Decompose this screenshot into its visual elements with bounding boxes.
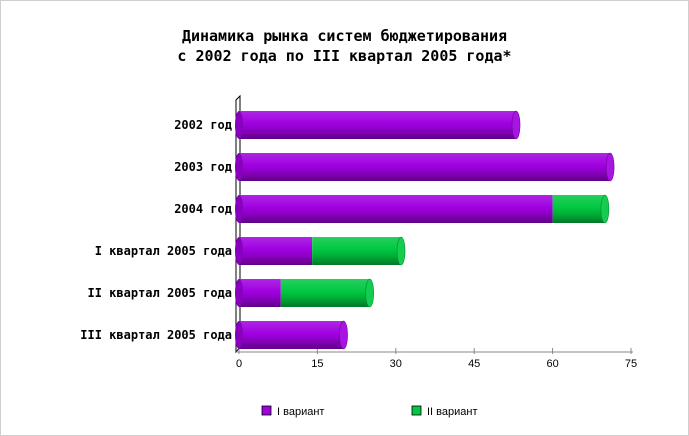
bar-segment-I вариант [239,279,281,307]
bar-segment-I вариант [239,153,611,181]
x-tick-label: 45 [468,358,480,370]
chart-title-line-1: Динамика рынка систем бюджетирования [181,27,508,45]
category-label: 2004 год [174,202,232,216]
x-tick-label: 15 [311,358,323,370]
bar-start-cap [235,237,243,265]
category-label: II квартал 2005 года [88,286,233,300]
legend-swatch-2 [411,405,422,416]
category-label: 2002 год [174,118,232,132]
bar-segment-I вариант [239,111,517,139]
category-label: III квартал 2005 года [80,328,232,342]
legend-swatch-1 [261,405,272,416]
legend-label-1: I вариант [277,406,324,418]
bar-end-cap [605,152,615,182]
bar-segment-I вариант [239,321,344,349]
bar-segment-I вариант [239,195,553,223]
bar-segment-I вариант [239,237,313,265]
bar-end-cap [365,278,374,308]
bar-start-cap [235,195,243,223]
bar-start-cap [235,153,243,181]
bar-segment-II вариант [312,237,402,265]
category-label: 2003 год [174,160,232,174]
x-tick-label: 60 [546,358,558,370]
bar-start-cap [235,321,243,349]
x-tick-label: 75 [625,358,637,370]
x-tick-label: 0 [236,358,242,370]
category-label: I квартал 2005 года [95,244,232,258]
bar-segment-II вариант [280,279,370,307]
x-tick-label: 30 [390,358,402,370]
chart-title-line-2: с 2002 года по III квартал 2005 года* [177,47,512,65]
legend-label-2: II вариант [427,406,478,418]
bar-start-cap [235,111,243,139]
bar-end-cap [511,110,521,140]
bar-start-cap [235,279,243,307]
bar-end-cap [339,320,348,350]
bar-end-cap [600,194,610,224]
bar-segment-II вариант [552,195,605,223]
bar-end-cap [396,236,406,266]
